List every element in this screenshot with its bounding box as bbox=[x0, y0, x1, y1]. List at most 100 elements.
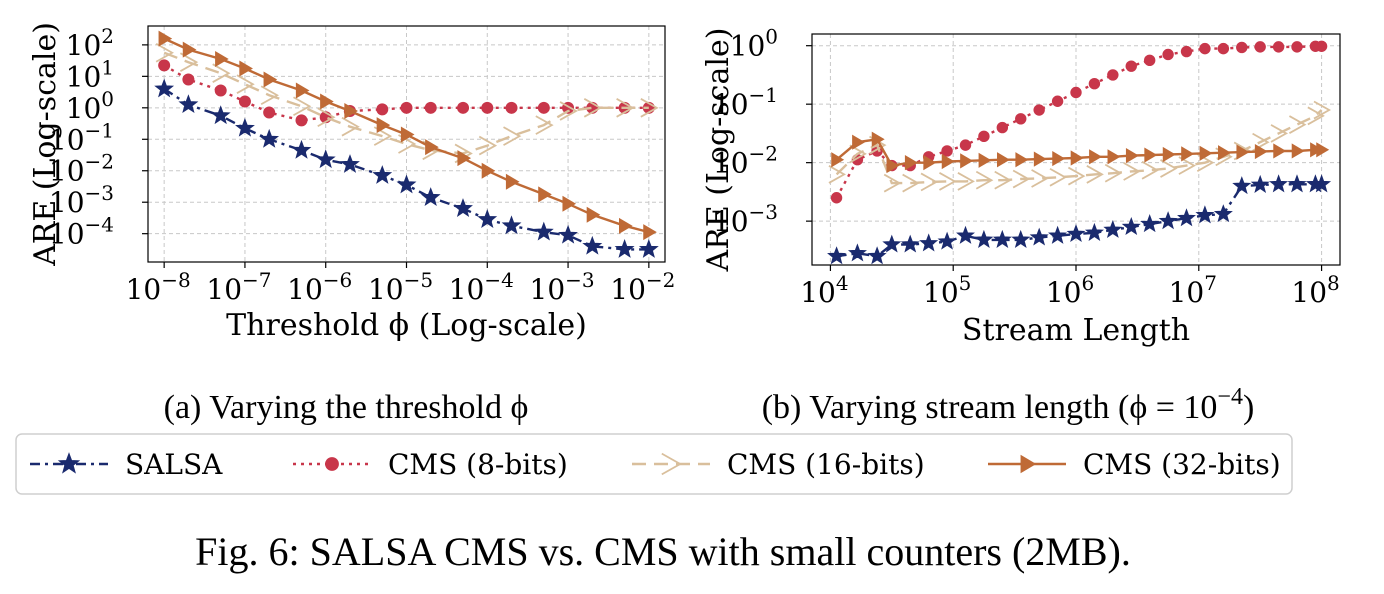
data-point bbox=[1103, 219, 1123, 238]
legend-marker bbox=[1020, 454, 1037, 474]
caption-a: (a) Varying the threshold ϕ bbox=[164, 389, 529, 426]
y-tick-label: 102 bbox=[66, 24, 114, 62]
data-point bbox=[372, 165, 393, 184]
data-point bbox=[1291, 143, 1305, 159]
data-point bbox=[1051, 95, 1064, 107]
data-point bbox=[1180, 45, 1193, 58]
data-point bbox=[614, 238, 635, 258]
data-point bbox=[1125, 60, 1137, 72]
series-line bbox=[835, 45, 1322, 199]
data-point bbox=[871, 131, 885, 147]
data-point bbox=[919, 233, 939, 252]
legend-label: SALSA bbox=[125, 448, 223, 481]
data-point bbox=[619, 217, 633, 234]
data-point bbox=[320, 93, 334, 110]
data-point bbox=[1313, 100, 1332, 120]
data-point bbox=[503, 126, 522, 146]
y-tick-label: 101 bbox=[66, 55, 114, 93]
data-point bbox=[867, 246, 887, 265]
data-point bbox=[638, 238, 659, 258]
data-point bbox=[263, 106, 276, 119]
data-point bbox=[505, 101, 518, 114]
data-point bbox=[959, 139, 972, 151]
data-point bbox=[1084, 222, 1104, 241]
data-point bbox=[1066, 224, 1086, 243]
data-point bbox=[400, 126, 415, 143]
data-point bbox=[992, 229, 1012, 248]
data-point bbox=[643, 224, 657, 241]
data-point bbox=[582, 235, 603, 255]
data-point bbox=[920, 172, 939, 192]
data-point bbox=[420, 187, 441, 206]
data-point bbox=[155, 42, 174, 63]
data-point bbox=[501, 215, 522, 235]
data-point bbox=[1199, 42, 1211, 55]
data-point bbox=[1107, 69, 1119, 81]
data-point bbox=[1291, 41, 1303, 53]
y-tick-label: 100 bbox=[66, 87, 114, 125]
data-point bbox=[1011, 229, 1031, 248]
data-point bbox=[315, 149, 336, 169]
data-point bbox=[1141, 160, 1160, 180]
data-point bbox=[997, 152, 1010, 168]
data-point bbox=[344, 102, 358, 119]
data-point bbox=[341, 116, 360, 137]
x-tick-label: 10−8 bbox=[126, 268, 191, 306]
data-point bbox=[900, 234, 920, 253]
data-point bbox=[1012, 169, 1031, 189]
series-line bbox=[835, 109, 1323, 185]
chart-panel-b: 104 105 106 107 108 100 10−1 10−2 10−3 Stream Len… bbox=[701, 25, 1341, 348]
data-point bbox=[558, 224, 578, 244]
data-point bbox=[295, 82, 310, 99]
legend-marker bbox=[325, 457, 339, 471]
data-point bbox=[994, 170, 1012, 190]
y-tick-label: 10−2 bbox=[49, 150, 114, 188]
y-axis-label: ARE (Log-scale) bbox=[28, 22, 63, 267]
data-point bbox=[376, 103, 389, 116]
data-point bbox=[1052, 150, 1066, 167]
data-point bbox=[537, 101, 550, 114]
data-point bbox=[259, 128, 280, 148]
data-point bbox=[1307, 106, 1325, 126]
figure-caption: Fig. 6: SALSA CMS vs. CMS with small cou… bbox=[195, 529, 1131, 574]
data-point bbox=[1086, 165, 1104, 184]
data-point bbox=[1049, 167, 1068, 187]
data-point bbox=[1015, 152, 1029, 168]
series-line bbox=[836, 183, 1322, 258]
data-point bbox=[236, 74, 255, 94]
data-point bbox=[1254, 41, 1266, 53]
data-point bbox=[1067, 166, 1086, 186]
data-point bbox=[1270, 124, 1289, 143]
chart-panel-a: 10−8 10−7 10−6 10−5 10−4 10−3 10−210210110010−… bbox=[28, 22, 675, 343]
data-point bbox=[235, 117, 255, 137]
data-point bbox=[974, 229, 994, 248]
data-point bbox=[1315, 40, 1328, 52]
data-point bbox=[396, 174, 417, 194]
x-axis-label: Threshold ϕ (Log-scale) bbox=[226, 308, 587, 343]
data-point bbox=[1088, 78, 1101, 90]
data-point bbox=[1048, 225, 1068, 244]
data-point bbox=[827, 246, 847, 265]
x-tick-label: 10−4 bbox=[449, 268, 514, 306]
data-point bbox=[158, 59, 171, 72]
data-point bbox=[847, 243, 867, 262]
legend-label: CMS (16-bits) bbox=[727, 448, 925, 481]
data-point bbox=[978, 130, 990, 143]
data-point bbox=[937, 231, 957, 250]
data-point bbox=[1123, 162, 1141, 181]
data-point bbox=[182, 41, 197, 58]
x-tick-label: 10−3 bbox=[530, 268, 595, 306]
data-point bbox=[1213, 204, 1233, 223]
data-point bbox=[376, 117, 391, 134]
y-tick-label: 10−4 bbox=[49, 213, 114, 251]
x-tick-label: 107 bbox=[1169, 271, 1217, 309]
data-point bbox=[238, 95, 251, 108]
data-point bbox=[481, 162, 496, 179]
data-point bbox=[1104, 163, 1123, 183]
x-tick-label: 10−6 bbox=[287, 268, 352, 306]
data-point bbox=[1121, 216, 1141, 236]
data-point bbox=[978, 152, 992, 168]
y-tick-label: 10−3 bbox=[713, 200, 778, 238]
data-point bbox=[1144, 147, 1158, 163]
